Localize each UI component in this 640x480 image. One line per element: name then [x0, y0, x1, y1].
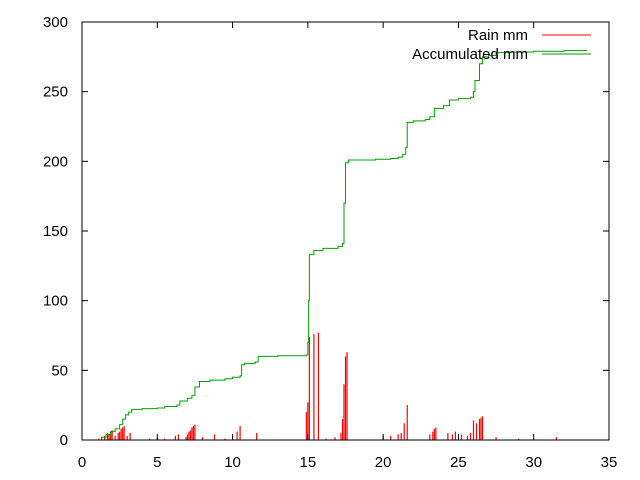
x-tick-label: 15 [300, 454, 317, 471]
legend-label-accumulated: Accumulated mm [412, 46, 528, 63]
y-tick-label: 150 [43, 223, 68, 240]
x-axis: 0 5 10 15 20 25 30 35 [78, 22, 618, 471]
accumulated-line-layer [97, 49, 587, 441]
legend-label-rain: Rain mm [468, 27, 528, 44]
x-tick-label: 0 [78, 454, 86, 471]
y-tick-label: 0 [60, 432, 68, 449]
legend: Rain mm Accumulated mm [412, 27, 591, 63]
accumulated-line [97, 49, 587, 441]
y-tick-label: 100 [43, 293, 68, 310]
y-tick-label: 250 [43, 84, 68, 101]
x-tick-label: 25 [450, 454, 467, 471]
x-tick-label: 30 [525, 454, 542, 471]
y-tick-label: 300 [43, 14, 68, 31]
rain-impulses [97, 332, 557, 440]
x-tick-label: 5 [153, 454, 161, 471]
x-tick-label: 10 [224, 454, 241, 471]
x-tick-label: 35 [601, 454, 618, 471]
x-tick-label: 20 [375, 454, 392, 471]
y-tick-label: 50 [51, 362, 68, 379]
y-tick-label: 200 [43, 153, 68, 170]
y-axis: 0 50 100 150 200 250 300 [43, 14, 609, 449]
